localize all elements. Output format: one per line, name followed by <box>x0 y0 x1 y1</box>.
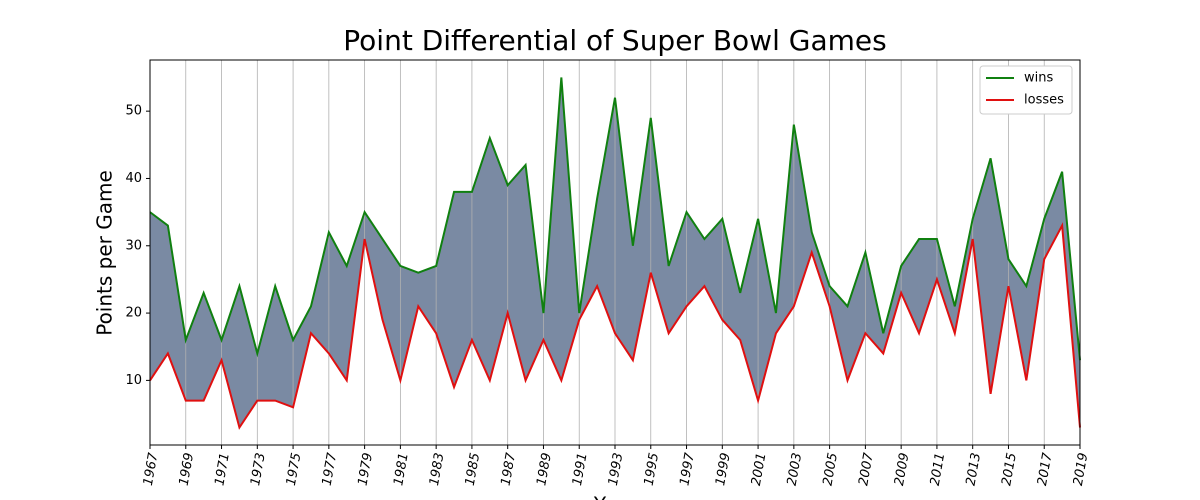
x-tick-label: 1983 <box>427 452 448 487</box>
y-tick-label: 50 <box>125 104 142 119</box>
x-tick-label: 1973 <box>248 452 269 487</box>
y-tick-label: 20 <box>125 306 142 321</box>
x-tick-label: 1971 <box>212 452 233 487</box>
x-tick-label: 1993 <box>606 452 627 487</box>
x-tick-label: 1999 <box>713 452 734 487</box>
x-tick-label: 1979 <box>355 452 376 487</box>
x-tick-label: 1987 <box>499 451 520 487</box>
x-tick-label: 1969 <box>177 452 198 487</box>
x-tick-label: 2005 <box>820 452 841 487</box>
x-tick-label: 1995 <box>642 452 663 487</box>
x-tick-label: 2019 <box>1071 452 1092 487</box>
y-tick-label: 10 <box>125 373 142 388</box>
x-tick-label: 2001 <box>749 452 770 487</box>
x-axis-label: Year <box>593 493 637 500</box>
y-axis-label: Points per Game <box>93 170 117 336</box>
plot-frame <box>149 59 1081 446</box>
line-losses <box>149 222 1081 430</box>
x-tick-label: 2011 <box>928 452 949 487</box>
chart-title: Point Differential of Super Bowl Games <box>343 24 886 57</box>
x-tick-label: 2015 <box>999 452 1020 487</box>
x-tick-label: 2009 <box>892 452 913 487</box>
x-tick-label: 1975 <box>284 452 305 487</box>
x-tick-label: 1985 <box>463 452 484 487</box>
legend-label: losses <box>1024 93 1064 108</box>
x-tick-label: 2003 <box>785 452 806 487</box>
y-tick-label: 40 <box>125 171 142 186</box>
x-tick-label: 2013 <box>964 452 985 487</box>
x-tick-label: 1991 <box>570 452 591 487</box>
x-tick-label: 2007 <box>856 451 877 487</box>
x-tick-label: 1967 <box>141 451 162 487</box>
x-tick-label: 1981 <box>391 452 412 487</box>
legend-label: wins <box>1024 71 1053 86</box>
line-wins <box>149 77 1081 361</box>
x-tick-label: 1977 <box>320 451 341 487</box>
x-tick-label: 2017 <box>1035 451 1056 487</box>
x-tick-label: 1989 <box>534 452 555 487</box>
x-tick-label: 1997 <box>677 451 698 487</box>
y-tick-label: 30 <box>125 238 142 253</box>
